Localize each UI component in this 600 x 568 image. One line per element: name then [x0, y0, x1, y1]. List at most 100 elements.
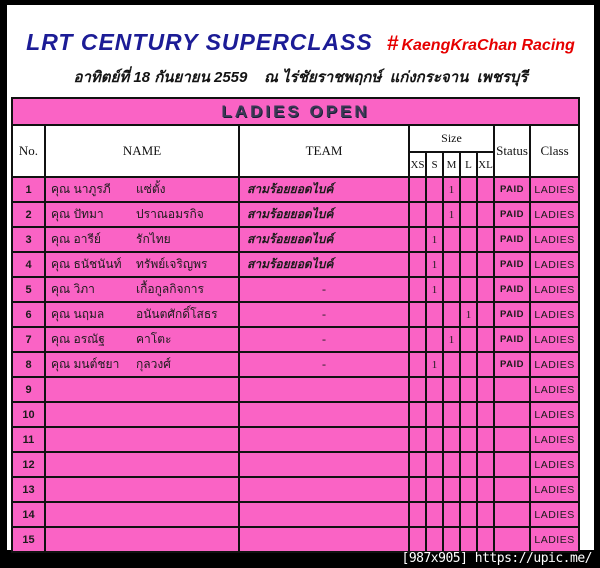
size-xl-cell — [476, 226, 495, 253]
size-xl-cell — [476, 426, 495, 453]
status-cell — [493, 426, 531, 453]
registration-table: LADIES OPEN No. NAME TEAM Size Status Cl… — [10, 97, 581, 553]
rider-last-name: แซ่ตั้ง — [136, 182, 166, 196]
size-s-cell — [425, 451, 444, 478]
status-cell — [493, 451, 531, 478]
rider-first-name: คุณ วิภา — [51, 282, 95, 296]
team-cell — [238, 501, 410, 528]
size-l-cell — [459, 501, 478, 528]
size-m-cell — [442, 451, 461, 478]
rider-last-name: รักไทย — [136, 232, 171, 246]
team-cell: สามร้อยยอดไบค์ — [238, 201, 410, 228]
size-xs-cell — [408, 201, 427, 228]
size-xs-cell — [408, 301, 427, 328]
size-s-cell — [425, 526, 444, 553]
rider-name-cell: คุณ มนต์ชยา กุลวงศ์ — [44, 351, 240, 378]
size-s-cell: 1 — [425, 276, 444, 303]
size-s-cell — [425, 301, 444, 328]
rider-name-cell — [44, 401, 240, 428]
class-cell: LADIES — [528, 201, 581, 228]
col-header-size-l: L — [459, 151, 478, 178]
status-cell: PAID — [493, 351, 531, 378]
col-header-size: Size — [408, 124, 495, 153]
size-l-cell — [459, 251, 478, 278]
class-cell: LADIES — [528, 176, 581, 203]
table-row: 4 คุณ ธนัชนันท์ ทรัพย์เจริญพร สามร้อยยอดไ… — [11, 251, 581, 278]
size-xl-cell — [476, 201, 495, 228]
category-title: LADIES OPEN — [10, 97, 581, 126]
table-row: 9 LADIES — [11, 376, 581, 403]
size-xl-cell — [476, 401, 495, 428]
size-xl-cell — [476, 526, 495, 553]
size-xs-cell — [408, 351, 427, 378]
size-m-cell — [442, 501, 461, 528]
status-cell: PAID — [493, 251, 531, 278]
row-number: 10 — [11, 401, 46, 428]
size-xl-cell — [476, 326, 495, 353]
rider-first-name: คุณ นาภูรภี — [51, 182, 111, 196]
rider-name-cell: คุณ นฤมล อนันตศักดิ์โสธร — [44, 301, 240, 328]
size-xl-cell — [476, 251, 495, 278]
size-m-cell — [442, 401, 461, 428]
class-cell: LADIES — [528, 451, 581, 478]
table-row: 1 คุณ นาภูรภี แซ่ตั้ง สามร้อยยอดไบค์ 1 PA… — [11, 176, 581, 203]
rider-first-name: คุณ อรณัฐ — [51, 332, 105, 346]
status-cell — [493, 501, 531, 528]
table-row: 10 LADIES — [11, 401, 581, 428]
size-xs-cell — [408, 401, 427, 428]
col-header-size-s: S — [425, 151, 444, 178]
rider-first-name: คุณ ธนัชนันท์ — [51, 257, 122, 271]
rider-name-cell — [44, 426, 240, 453]
col-header-status: Status — [493, 124, 531, 178]
rider-name-cell: คุณ อรณัฐ คาโตะ — [44, 326, 240, 353]
size-xs-cell — [408, 176, 427, 203]
size-l-cell — [459, 476, 478, 503]
size-s-cell — [425, 476, 444, 503]
size-l-cell — [459, 226, 478, 253]
size-s-cell: 1 — [425, 351, 444, 378]
rider-name-cell — [44, 476, 240, 503]
row-number: 3 — [11, 226, 46, 253]
status-cell: PAID — [493, 276, 531, 303]
rider-last-name: กุลวงศ์ — [136, 357, 171, 371]
size-xs-cell — [408, 426, 427, 453]
col-header-class: Class — [528, 124, 581, 178]
row-number: 13 — [11, 476, 46, 503]
image-host-watermark: [987x905] https://upic.me/ — [401, 551, 593, 566]
size-xs-cell — [408, 326, 427, 353]
size-l-cell — [459, 276, 478, 303]
size-xs-cell — [408, 226, 427, 253]
team-cell: สามร้อยยอดไบค์ — [238, 176, 410, 203]
size-m-cell: 1 — [442, 326, 461, 353]
class-cell: LADIES — [528, 501, 581, 528]
size-m-cell — [442, 301, 461, 328]
hashtag-symbol: # — [386, 32, 399, 55]
status-cell — [493, 476, 531, 503]
row-number: 5 — [11, 276, 46, 303]
rider-name-cell: คุณ วิภา เกื้อกูลกิจการ — [44, 276, 240, 303]
size-m-cell — [442, 276, 461, 303]
size-m-cell — [442, 376, 461, 403]
team-cell — [238, 426, 410, 453]
size-s-cell — [425, 326, 444, 353]
size-xs-cell — [408, 276, 427, 303]
row-number: 11 — [11, 426, 46, 453]
size-s-cell — [425, 201, 444, 228]
table-row: 2 คุณ ปัทมา ปราณอมรกิจ สามร้อยยอดไบค์ 1 P… — [11, 201, 581, 228]
row-number: 4 — [11, 251, 46, 278]
size-m-cell — [442, 351, 461, 378]
size-m-cell — [442, 426, 461, 453]
size-s-cell: 1 — [425, 251, 444, 278]
rider-name-cell — [44, 376, 240, 403]
col-header-team: TEAM — [238, 124, 410, 178]
status-cell — [493, 376, 531, 403]
size-s-cell — [425, 176, 444, 203]
row-number: 12 — [11, 451, 46, 478]
col-header-size-xs: XS — [408, 151, 427, 178]
event-date-location: อาทิตย์ที่ 18 กันยายน 2559 ณ ไร่ชัยราชพฤ… — [73, 69, 528, 86]
table-row: 15 LADIES — [11, 526, 581, 553]
team-cell — [238, 376, 410, 403]
size-m-cell: 1 — [442, 201, 461, 228]
size-l-cell — [459, 351, 478, 378]
size-xs-cell — [408, 251, 427, 278]
